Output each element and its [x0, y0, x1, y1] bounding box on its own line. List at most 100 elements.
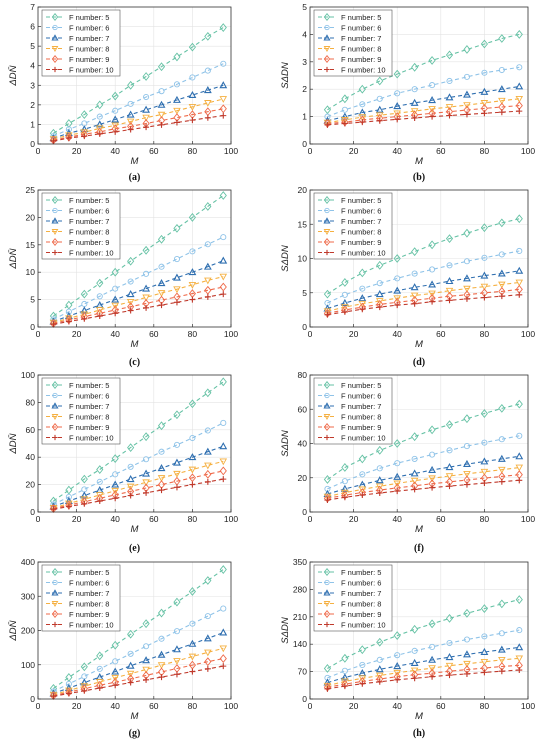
data-point	[445, 104, 454, 111]
data-point	[375, 112, 384, 120]
series-line	[327, 629, 520, 679]
series-line	[53, 27, 224, 134]
data-point	[127, 463, 134, 470]
y-tick-label: 1	[302, 112, 307, 122]
data-point	[65, 503, 72, 510]
y-tick-label: 0	[302, 139, 307, 149]
data-point	[50, 506, 57, 513]
data-point	[157, 662, 166, 670]
y-tick-label: 2	[302, 84, 307, 94]
data-point	[204, 613, 211, 620]
x-tick-label: 60	[436, 701, 446, 711]
data-point	[188, 90, 197, 99]
data-point	[463, 102, 471, 110]
x-axis-label: M	[415, 711, 423, 722]
data-point	[428, 665, 436, 673]
data-point	[126, 298, 135, 306]
data-point	[323, 289, 332, 299]
legend-label: F number: 10	[69, 434, 114, 443]
data-point	[111, 91, 119, 101]
data-point	[157, 234, 166, 244]
data-point	[219, 645, 228, 653]
data-point	[480, 647, 489, 655]
data-point	[515, 266, 524, 274]
data-point	[393, 661, 402, 670]
data-point	[204, 388, 212, 398]
x-tick-label: 60	[149, 701, 159, 711]
data-point	[96, 651, 104, 661]
x-axis-label: M	[415, 156, 423, 167]
data-point	[173, 273, 181, 281]
x-tick-label: 40	[110, 514, 120, 524]
data-point	[142, 479, 150, 487]
legend-marker	[51, 609, 59, 619]
data-point	[481, 669, 488, 676]
legend-label: F number: 7	[341, 402, 381, 411]
data-point	[81, 486, 88, 493]
legend-marker	[324, 249, 330, 256]
legend-marker	[323, 54, 331, 64]
data-point	[324, 685, 331, 692]
data-point	[157, 475, 166, 482]
y-tick-label: 200	[21, 626, 35, 636]
data-point	[498, 466, 506, 474]
data-point	[65, 680, 72, 687]
data-point	[463, 459, 471, 468]
data-point	[189, 74, 196, 81]
series-line	[327, 281, 520, 312]
data-point	[188, 281, 197, 289]
x-tick-label: 20	[349, 514, 359, 524]
data-point	[463, 670, 470, 677]
x-tick-label: 0	[308, 701, 313, 711]
series-line	[327, 466, 520, 498]
data-point	[359, 101, 366, 108]
data-point	[157, 608, 166, 618]
data-point	[142, 619, 150, 629]
data-point	[445, 50, 454, 60]
data-point	[65, 126, 72, 133]
series-line	[53, 647, 224, 696]
series-line	[327, 435, 520, 490]
chart-panel: 0 20 40 60 80 100 0 20 40 60 80 M SΔDN F number: 5 F n…	[280, 370, 535, 554]
series-line	[327, 33, 520, 111]
data-point	[111, 674, 119, 682]
data-point	[445, 652, 454, 661]
y-tick-label: 6	[30, 22, 35, 32]
legend-label: F number: 5	[341, 13, 381, 22]
data-point	[204, 293, 211, 300]
data-point	[96, 278, 104, 288]
data-point	[515, 452, 524, 460]
data-point	[376, 76, 384, 86]
y-tick-label: 80	[298, 370, 308, 380]
data-point	[515, 655, 524, 663]
data-point	[498, 66, 505, 74]
x-tick-label: 60	[149, 146, 159, 156]
data-point	[376, 117, 383, 124]
data-point	[375, 483, 384, 491]
legend-marker	[324, 66, 330, 73]
data-point	[157, 650, 166, 658]
data-point	[428, 655, 437, 663]
data-point	[80, 474, 88, 484]
data-point	[341, 278, 349, 287]
data-point	[189, 117, 196, 124]
x-tick-label: 20	[72, 329, 82, 339]
legend-label: F number: 10	[69, 66, 114, 75]
data-point	[219, 458, 228, 466]
data-point	[173, 645, 181, 653]
legend-marker	[51, 601, 59, 608]
data-point	[126, 483, 135, 491]
data-point	[411, 486, 418, 493]
data-point	[142, 469, 151, 477]
legend-label: F number: 7	[341, 589, 381, 598]
data-point	[445, 420, 454, 430]
data-point	[498, 109, 505, 116]
data-point	[429, 484, 436, 491]
panel-label: (a)	[129, 172, 141, 183]
panel-label: (h)	[413, 728, 425, 739]
data-point	[376, 678, 383, 685]
data-point	[204, 462, 212, 470]
data-point	[375, 665, 384, 673]
data-point	[516, 667, 523, 674]
chart-panel: 0 20 40 60 80 100 0 70 140 210 280 350 M SΔDN F number…	[280, 557, 535, 739]
